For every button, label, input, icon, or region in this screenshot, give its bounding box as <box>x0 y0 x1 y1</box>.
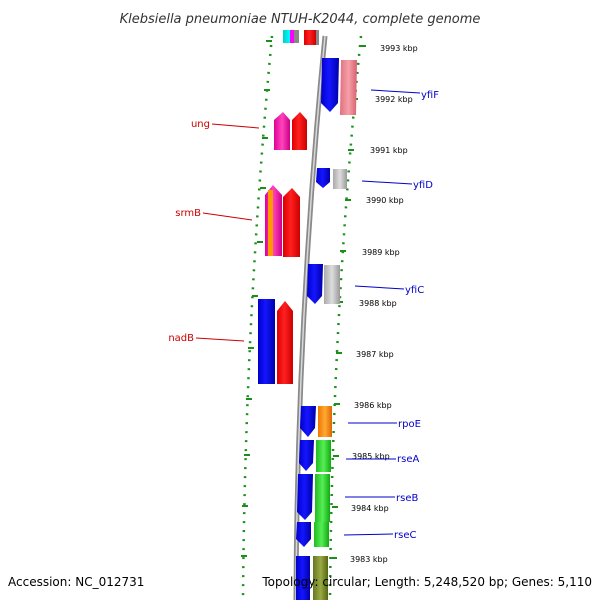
gene-arrow <box>321 58 339 112</box>
gene-arrow <box>283 188 300 257</box>
top-gene-fragments <box>283 30 319 45</box>
gene-label-ung[interactable]: ung <box>191 119 210 130</box>
backbone-highlight <box>295 35 326 600</box>
tick-label: 3987 kbp <box>356 350 394 359</box>
gene-yfiC[interactable] <box>307 264 340 304</box>
cog-bar <box>314 522 329 547</box>
cog-bar <box>315 474 330 522</box>
gene-label-rseC[interactable]: rseC <box>394 530 416 541</box>
tick-label: 3990 kbp <box>366 196 404 205</box>
gene-nadB[interactable] <box>258 299 293 384</box>
cog-stripe <box>268 190 273 256</box>
tick-label: 3986 kbp <box>354 401 392 410</box>
gene-arrow <box>296 522 311 547</box>
cog-bar <box>333 169 347 189</box>
tick-labels: 3993 kbp 3992 kbp 3991 kbp 3990 kbp 3989… <box>350 44 418 564</box>
right-label-lines <box>343 89 421 536</box>
tick-label: 3988 kbp <box>359 299 397 308</box>
topology-text: Topology: circular; Length: 5,248,520 bp… <box>261 575 592 589</box>
gene-arrow <box>299 440 314 471</box>
cog-bar <box>340 60 357 115</box>
cog-bar <box>316 440 331 472</box>
outer-dotted-ring <box>241 35 274 600</box>
gene-yfiD[interactable] <box>316 168 347 189</box>
tick-label: 3993 kbp <box>380 44 418 53</box>
tick-label: 3983 kbp <box>350 555 388 564</box>
cog-bar <box>265 185 282 256</box>
gene-arrow <box>316 168 330 188</box>
cog-bar <box>258 299 275 384</box>
gene-label-rseA[interactable]: rseA <box>397 454 419 465</box>
cog-bar <box>324 265 340 304</box>
tick-label: 3991 kbp <box>370 146 408 155</box>
gene-label-srmB[interactable]: srmB <box>175 208 201 219</box>
gene-label-nadB[interactable]: nadB <box>168 333 194 344</box>
gene-arrow <box>297 474 313 520</box>
gene-rseC[interactable] <box>296 522 329 547</box>
gene-srmB[interactable] <box>265 185 300 257</box>
gene-label-yfiC[interactable]: yfiC <box>405 285 424 296</box>
gene-label-yfiF[interactable]: yfiF <box>421 90 439 101</box>
cog-bar <box>274 112 290 150</box>
gene-arrow <box>277 301 293 384</box>
gene-rpoE[interactable] <box>300 406 332 437</box>
tick-label: 3989 kbp <box>362 248 400 257</box>
tick-label: 3992 kbp <box>375 95 413 104</box>
map-title: Klebsiella pneumoniae NTUH-K2044, comple… <box>120 12 481 27</box>
accession-text: Accession: NC_012731 <box>8 575 144 589</box>
outer-ring-ticks <box>241 40 272 557</box>
inner-dotted-ring <box>328 35 363 600</box>
gene-rseA[interactable] <box>299 440 331 472</box>
gene-arrow <box>300 406 316 437</box>
gene-ung[interactable] <box>274 112 307 150</box>
gene-rseB[interactable] <box>297 474 330 522</box>
tick-label: 3984 kbp <box>351 504 389 513</box>
gene-arrow <box>307 264 323 304</box>
left-label-lines <box>195 123 260 342</box>
tick-label: 3985 kbp <box>352 452 390 461</box>
inner-ring-ticks <box>331 45 366 559</box>
gene-yfiF[interactable] <box>321 58 357 115</box>
bottom-gene-fragments <box>296 556 328 600</box>
cog-bar <box>318 406 332 437</box>
gene-label-rpoE[interactable]: rpoE <box>398 419 421 430</box>
gene-arrow <box>292 112 307 150</box>
gene-label-rseB[interactable]: rseB <box>396 493 418 504</box>
gene-label-yfiD[interactable]: yfiD <box>413 180 433 191</box>
